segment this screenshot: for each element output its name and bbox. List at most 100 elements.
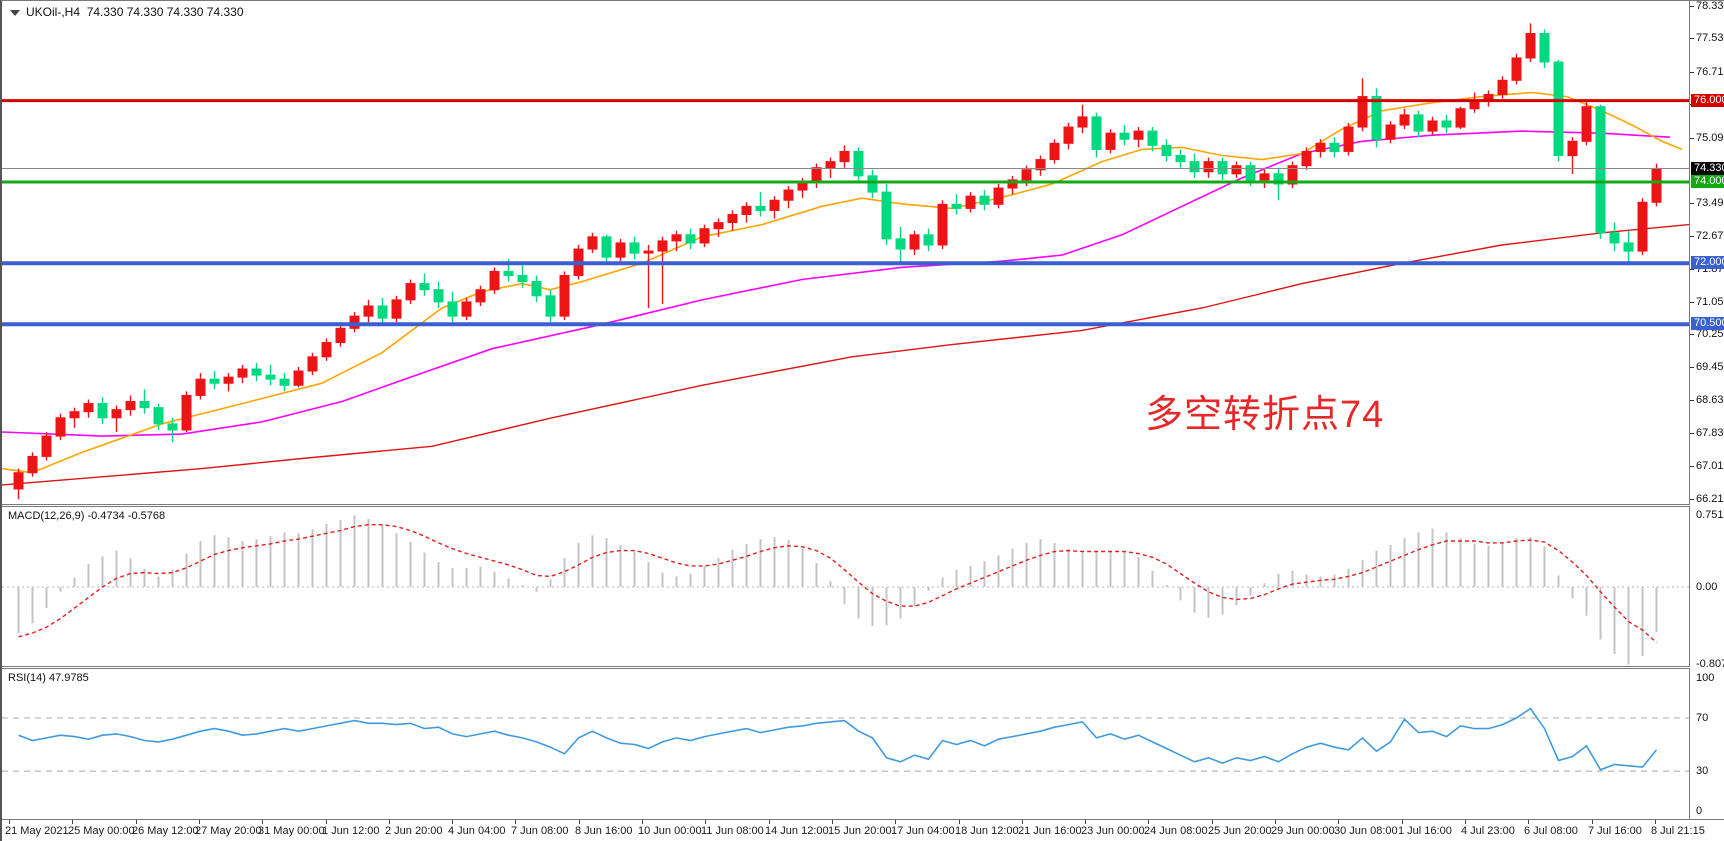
- time-axis-tick: [769, 820, 770, 824]
- price-axis-tick: [1690, 367, 1694, 368]
- rsi-pane[interactable]: RSI(14) 47.9785: [2, 669, 1690, 819]
- rsi-axis-label: 30: [1696, 765, 1709, 777]
- time-axis-tick: [515, 820, 516, 824]
- time-axis-label: 7 Jul 16:00: [1588, 825, 1642, 837]
- time-axis-label: 23 Jun 00:00: [1081, 825, 1145, 837]
- time-axis-tick: [1022, 820, 1023, 824]
- time-axis-tick: [1085, 820, 1086, 824]
- price-badge-74.330: 74.330: [1691, 162, 1724, 175]
- price-axis-label: 67.010: [1696, 460, 1724, 472]
- time-axis-label: 8 Jun 16:00: [575, 825, 633, 837]
- time-axis-tick: [326, 820, 327, 824]
- time-axis-label: 1 Jul 16:00: [1398, 825, 1452, 837]
- price-axis-label: 69.450: [1696, 361, 1724, 373]
- price-axis-label: 70.250: [1696, 328, 1724, 340]
- time-axis-tick: [199, 820, 200, 824]
- macd-pane[interactable]: MACD(12,26,9) -0.4734 -0.5768: [2, 507, 1690, 666]
- price-axis-tick: [1690, 466, 1694, 467]
- price-axis-tick: [1690, 6, 1694, 7]
- time-axis-label: 10 Jun 00:00: [638, 825, 702, 837]
- time-axis-tick: [705, 820, 706, 824]
- price-axis-label: 76.710: [1696, 66, 1724, 78]
- price-axis-label: 73.490: [1696, 197, 1724, 209]
- macd-label: MACD(12,26,9) -0.4734 -0.5768: [8, 510, 166, 522]
- time-axis-tick: [832, 820, 833, 824]
- price-axis-tick: [1690, 203, 1694, 204]
- time-axis-label: 18 Jun 12:00: [955, 825, 1019, 837]
- time-axis-tick: [389, 820, 390, 824]
- macd-axis-label: -0.8076: [1696, 658, 1724, 670]
- time-axis-tick: [1275, 820, 1276, 824]
- price-axis-tick: [1690, 72, 1694, 73]
- time-axis-tick: [1338, 820, 1339, 824]
- pane-separator[interactable]: [2, 666, 1724, 669]
- time-axis-label: 26 May 12:00: [132, 825, 199, 837]
- symbol-title: UKOil-,H4 74.330 74.330 74.330 74.330: [10, 5, 244, 19]
- rsi-label: RSI(14) 47.9785: [8, 672, 89, 684]
- time-axis-tick: [452, 820, 453, 824]
- time-axis-label: 4 Jul 23:00: [1461, 825, 1515, 837]
- price-axis-tick: [1690, 138, 1694, 139]
- price-axis-label: 77.530: [1696, 32, 1724, 44]
- time-axis-label: 4 Jun 04:00: [448, 825, 506, 837]
- time-axis-tick: [895, 820, 896, 824]
- price-axis-tick: [1690, 269, 1694, 270]
- time-axis-label: 21 May 2021: [5, 825, 69, 837]
- macd-axis-label: 0.7514: [1696, 509, 1724, 521]
- price-axis-tick: [1690, 499, 1694, 500]
- price-axis-label: 78.330: [1696, 0, 1724, 12]
- pane-separator[interactable]: [2, 504, 1724, 507]
- price-axis-label: 71.050: [1696, 296, 1724, 308]
- time-axis-label: 24 Jun 08:00: [1144, 825, 1208, 837]
- macd-axis-label: 0.00: [1696, 581, 1718, 593]
- time-axis-label: 31 May 00:00: [258, 825, 325, 837]
- price-axis-label: 67.830: [1696, 427, 1724, 439]
- time-axis-label: 15 Jun 20:00: [828, 825, 892, 837]
- time-axis-tick: [262, 820, 263, 824]
- price-axis[interactable]: 78.33077.53076.71075.91075.09073.49072.6…: [1690, 0, 1724, 819]
- price-badge-76.000: 76.000: [1691, 94, 1724, 107]
- time-axis-label: 21 Jun 16:00: [1018, 825, 1082, 837]
- price-axis-tick: [1690, 400, 1694, 401]
- time-axis-label: 8 Jul 21:15: [1651, 825, 1705, 837]
- time-axis-label: 2 Jun 20:00: [385, 825, 443, 837]
- price-axis-label: 75.090: [1696, 132, 1724, 144]
- time-axis-tick: [1592, 820, 1593, 824]
- time-axis-label: 6 Jul 08:00: [1524, 825, 1578, 837]
- main-chart-pane[interactable]: UKOil-,H4 74.330 74.330 74.330 74.330 多空…: [2, 1, 1690, 504]
- time-axis-tick: [1465, 820, 1466, 824]
- time-axis-label: 25 May 00:00: [68, 825, 135, 837]
- price-axis-label: 72.670: [1696, 230, 1724, 242]
- time-axis[interactable]: 21 May 2021 25 May 00:00 26 May 12:00 27 Ma…: [2, 819, 1724, 841]
- price-axis-tick: [1690, 334, 1694, 335]
- symbol-name: UKOil-,H4: [26, 5, 81, 19]
- price-badge-74.000: 74.000: [1691, 175, 1724, 188]
- price-axis-tick: [1690, 236, 1694, 237]
- time-axis-label: 11 Jun 08:00: [701, 825, 764, 837]
- rsi-axis-label: 70: [1696, 712, 1709, 724]
- time-axis-tick: [1212, 820, 1213, 824]
- time-axis-tick: [72, 820, 73, 824]
- time-axis-label: 27 May 20:00: [195, 825, 262, 837]
- time-axis-label: 7 Jun 08:00: [511, 825, 569, 837]
- time-axis-tick: [1402, 820, 1403, 824]
- time-axis-label: 17 Jun 04:00: [891, 825, 955, 837]
- time-axis-label: 25 Jun 20:00: [1208, 825, 1272, 837]
- price-axis-tick: [1690, 38, 1694, 39]
- time-axis-tick: [1148, 820, 1149, 824]
- symbol-dropdown-icon[interactable]: [10, 9, 20, 16]
- price-badge-72.000: 72.000: [1691, 256, 1724, 269]
- time-axis-label: 1 Jun 12:00: [322, 825, 380, 837]
- price-axis-tick: [1690, 433, 1694, 434]
- price-axis-label: 66.210: [1696, 493, 1724, 505]
- rsi-axis-label: 0: [1696, 805, 1703, 817]
- time-axis-label: 14 Jun 12:00: [765, 825, 829, 837]
- time-axis-tick: [1528, 820, 1529, 824]
- time-axis-tick: [1655, 820, 1656, 824]
- price-badge-70.500: 70.500: [1691, 317, 1724, 330]
- time-axis-tick: [136, 820, 137, 824]
- symbol-ohlc-values: 74.330 74.330 74.330 74.330: [86, 5, 244, 19]
- time-axis-tick: [9, 820, 10, 824]
- time-axis-label: 29 Jun 00:00: [1271, 825, 1335, 837]
